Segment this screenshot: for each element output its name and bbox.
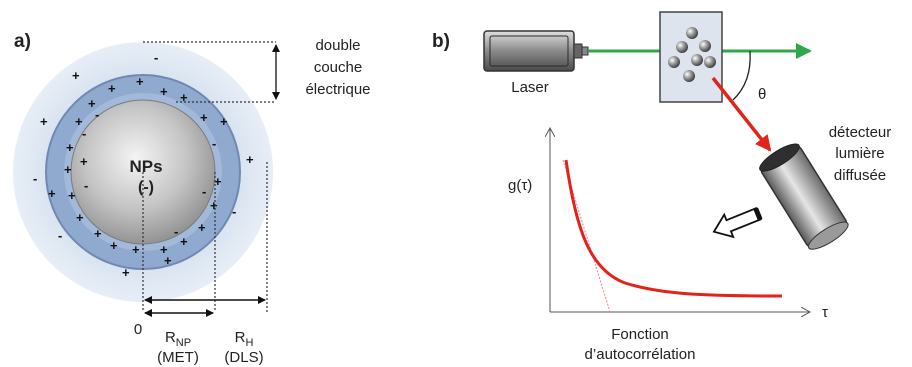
core-charge: (-): [138, 179, 154, 196]
rh-label: RH: [235, 329, 254, 349]
angle-label: θ: [758, 86, 766, 103]
svg-text:+: +: [160, 84, 168, 99]
caption-line-2: d’autocorrélation: [585, 346, 696, 363]
svg-text:-: -: [82, 126, 86, 141]
panel-b: b) Laser θ: [432, 11, 892, 363]
svg-text:+: +: [136, 74, 144, 89]
svg-text:+: +: [40, 114, 48, 129]
double-layer-line-3: électrique: [305, 81, 370, 98]
svg-text:-: -: [95, 107, 99, 122]
svg-text:+: +: [76, 210, 84, 225]
svg-text:+: +: [180, 90, 188, 105]
x-axis-label: τ: [822, 304, 828, 321]
svg-text:-: -: [58, 228, 62, 243]
double-layer-line-2: couche: [314, 59, 362, 76]
svg-text:+: +: [246, 152, 254, 167]
svg-text:+: +: [180, 234, 188, 249]
signal-arrow: [712, 207, 763, 239]
origin-label: 0: [134, 321, 142, 338]
svg-text:+: +: [164, 253, 172, 268]
svg-text:+: +: [88, 96, 96, 111]
svg-text:+: +: [132, 242, 140, 257]
svg-text:+: +: [64, 162, 72, 177]
svg-text:-: -: [84, 178, 88, 193]
double-layer-line-1: double: [315, 37, 360, 54]
angle-arc: [732, 50, 751, 101]
particles: [668, 27, 716, 82]
autocorrelation-plot: [550, 128, 810, 312]
decay-curve: [564, 159, 783, 298]
core-label: NPs: [129, 157, 162, 176]
detector: [759, 143, 849, 250]
svg-text:+: +: [220, 114, 228, 129]
panel-a: a) NPs (-) + + + - - + + + - - + + + + +…: [13, 31, 371, 366]
svg-text:+: +: [210, 198, 218, 213]
svg-text:+: +: [160, 242, 168, 257]
svg-text:-: -: [174, 224, 178, 239]
svg-text:+: +: [108, 81, 116, 96]
detector-line-2: lumière: [835, 145, 884, 162]
svg-text:-: -: [232, 204, 236, 219]
svg-text:+: +: [48, 186, 56, 201]
svg-text:+: +: [75, 114, 83, 129]
rnp-method: (MET): [157, 349, 199, 366]
rnp-label: RNP: [165, 329, 191, 349]
double-layer-indicator: [143, 41, 280, 103]
caption-line-1: Fonction: [611, 326, 669, 343]
svg-text:+: +: [122, 265, 130, 280]
svg-text:+: +: [110, 238, 118, 253]
panel-b-label: b): [432, 31, 450, 52]
svg-text:+: +: [72, 68, 80, 83]
y-axis-label: g(τ): [508, 177, 532, 194]
rh-method: (DLS): [224, 349, 263, 366]
detector-line-1: détecteur: [829, 124, 892, 141]
scattered-beam: [711, 76, 772, 152]
svg-text:+: +: [200, 110, 208, 125]
svg-text:-: -: [202, 184, 206, 199]
charges: + + + - - + + + - - + + + + + + + + + + …: [33, 50, 254, 280]
detector-line-3: diffusée: [834, 167, 886, 184]
laser-device: [483, 30, 589, 72]
svg-text:+: +: [68, 188, 76, 203]
svg-text:+: +: [214, 174, 222, 189]
laser-label: Laser: [511, 79, 549, 96]
svg-text:+: +: [94, 226, 102, 241]
svg-text:+: +: [66, 140, 74, 155]
panel-a-label: a): [14, 31, 31, 52]
svg-text:+: +: [80, 154, 88, 169]
svg-text:-: -: [212, 136, 216, 151]
svg-text:-: -: [33, 171, 37, 186]
svg-text:+: +: [198, 220, 206, 235]
svg-text:-: -: [154, 50, 158, 65]
